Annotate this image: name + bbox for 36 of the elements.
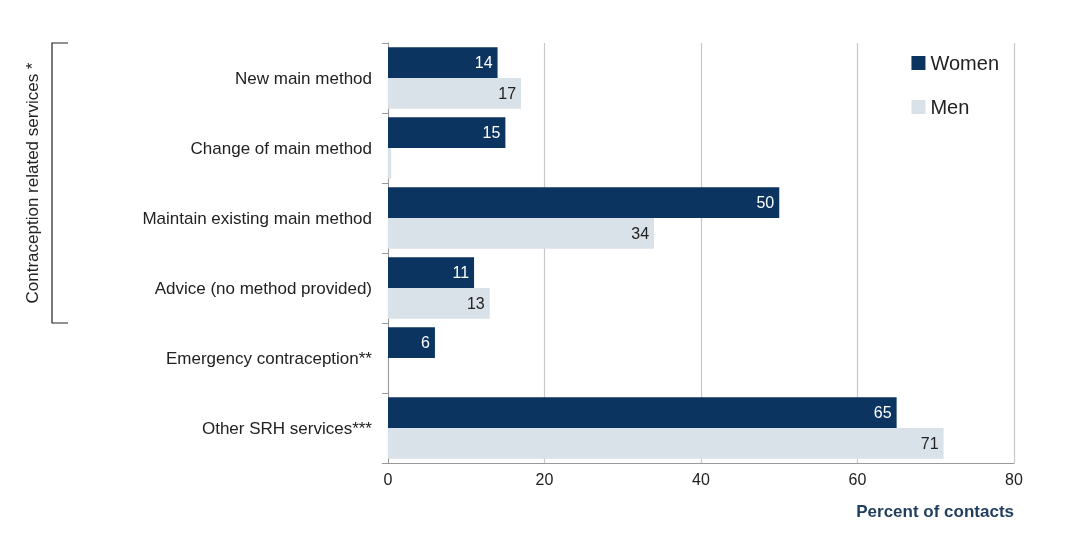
bar <box>388 218 655 249</box>
y-tick-label: Maintain existing main method <box>142 208 372 228</box>
data-label: 13 <box>466 294 485 312</box>
data-label: 6 <box>421 334 431 352</box>
data-label: 65 <box>873 404 892 422</box>
y-tick-label: Other SRH services*** <box>201 418 373 438</box>
data-label: 15 <box>482 124 501 142</box>
x-tick-label: 20 <box>535 470 554 488</box>
text: Contraception related services * <box>22 62 42 304</box>
bar <box>388 78 522 109</box>
y-tick-label: Change of main method <box>190 138 372 158</box>
bar <box>388 257 475 288</box>
y-tick-label: Emergency contraception** <box>165 348 373 368</box>
data-label: 71 <box>920 434 939 452</box>
x-tick-label: 60 <box>848 470 867 488</box>
data-label: 17 <box>498 84 517 102</box>
bar <box>388 47 498 78</box>
x-tick-label: 0 <box>383 470 393 488</box>
bar <box>388 187 780 218</box>
bar <box>388 288 490 319</box>
data-label: 34 <box>631 224 650 242</box>
data-label: 50 <box>756 194 775 212</box>
legend-label: Women <box>930 52 999 74</box>
bar <box>388 397 897 428</box>
legend-label: Men <box>930 96 970 118</box>
bar <box>388 428 944 459</box>
data-label: 14 <box>474 54 493 72</box>
bar <box>388 148 392 179</box>
x-tick-label: 40 <box>692 470 710 488</box>
data-label: 11 <box>452 264 470 282</box>
bar <box>388 117 506 148</box>
x-tick-label: 80 <box>1005 470 1023 488</box>
y-tick-label: Advice (no method provided) <box>154 278 372 298</box>
y-tick-label: New main method <box>234 68 372 88</box>
x-axis-title: Percent of contacts <box>856 502 1014 521</box>
bar <box>388 327 435 358</box>
